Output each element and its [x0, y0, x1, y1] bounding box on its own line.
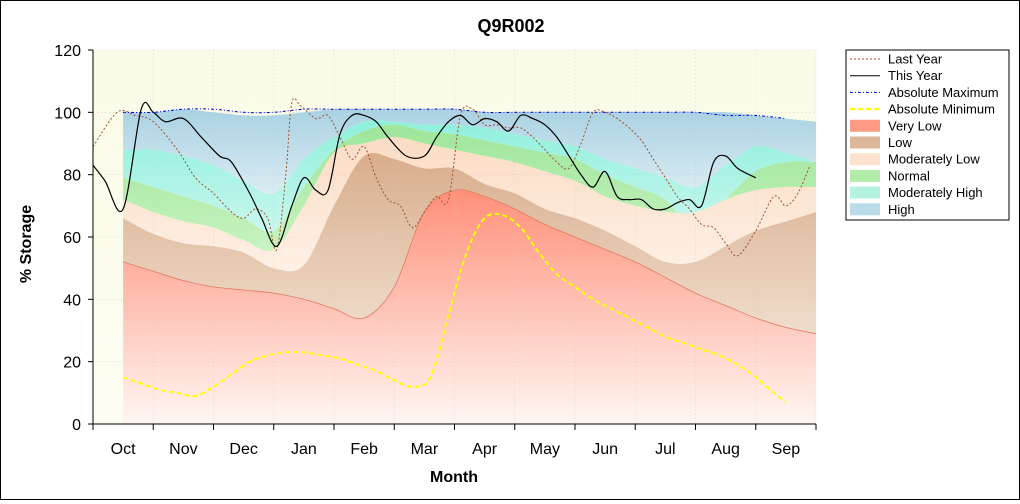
- series-line-this-year: [92, 101, 757, 247]
- y-tick-label: 80: [63, 168, 81, 185]
- y-axis-label: % Storage: [18, 205, 35, 283]
- legend-label: High: [888, 202, 915, 217]
- x-tick-label: Aug: [711, 441, 739, 458]
- legend-swatch-moderately-high: [850, 186, 880, 199]
- y-tick-label: 120: [54, 43, 81, 60]
- legend-swatch-high: [850, 203, 880, 216]
- x-tick-label: Sep: [772, 441, 801, 458]
- x-tick-label: Mar: [411, 441, 439, 458]
- legend-label: Absolute Maximum: [888, 85, 999, 100]
- band-very-low: [123, 189, 817, 424]
- x-tick-label: Feb: [350, 441, 378, 458]
- x-tick-label: Dec: [229, 441, 257, 458]
- band-high: [123, 108, 817, 195]
- legend-label: Absolute Minimum: [888, 102, 995, 117]
- x-tick-label: Oct: [111, 441, 136, 458]
- legend-swatch-very-low: [850, 119, 880, 132]
- band-very-low-edge: [122, 189, 817, 334]
- band-normal: [123, 124, 817, 252]
- legend-label: Moderately Low: [888, 152, 980, 167]
- band-low: [123, 152, 817, 334]
- y-tick-label: 60: [63, 230, 81, 247]
- x-tick-label: Jan: [291, 441, 317, 458]
- legend-swatch-normal: [850, 169, 880, 182]
- y-tick-label: 40: [63, 292, 81, 309]
- y-tick-label: 0: [72, 417, 81, 434]
- legend-label: Moderately High: [888, 185, 983, 200]
- chart-title: Q9R002: [477, 16, 544, 36]
- x-tick-label: Jun: [592, 441, 618, 458]
- x-tick-label: Apr: [472, 441, 498, 458]
- band-moderately-low: [123, 137, 817, 272]
- legend-label: Low: [888, 135, 912, 150]
- x-tick-label: Nov: [169, 441, 197, 458]
- legend-swatch-moderately-low: [850, 153, 880, 166]
- legend-label: Normal: [888, 168, 930, 183]
- y-tick-label: 20: [63, 355, 81, 372]
- x-tick-label: May: [530, 441, 560, 458]
- x-tick-label: Jul: [655, 441, 675, 458]
- x-axis-label: Month: [430, 469, 478, 486]
- y-tick-label: 100: [54, 105, 81, 122]
- legend-label: Very Low: [888, 118, 942, 133]
- series-line-absolute-minimum: [122, 212, 787, 403]
- legend-label: Last Year: [888, 52, 943, 67]
- legend-label: This Year: [888, 68, 943, 83]
- plot-area: 0 20 40 60 80 100 120 Oct Nov Dec Jan Feb Mar Apr May J…: [54, 43, 817, 458]
- legend-swatch-low: [850, 136, 880, 149]
